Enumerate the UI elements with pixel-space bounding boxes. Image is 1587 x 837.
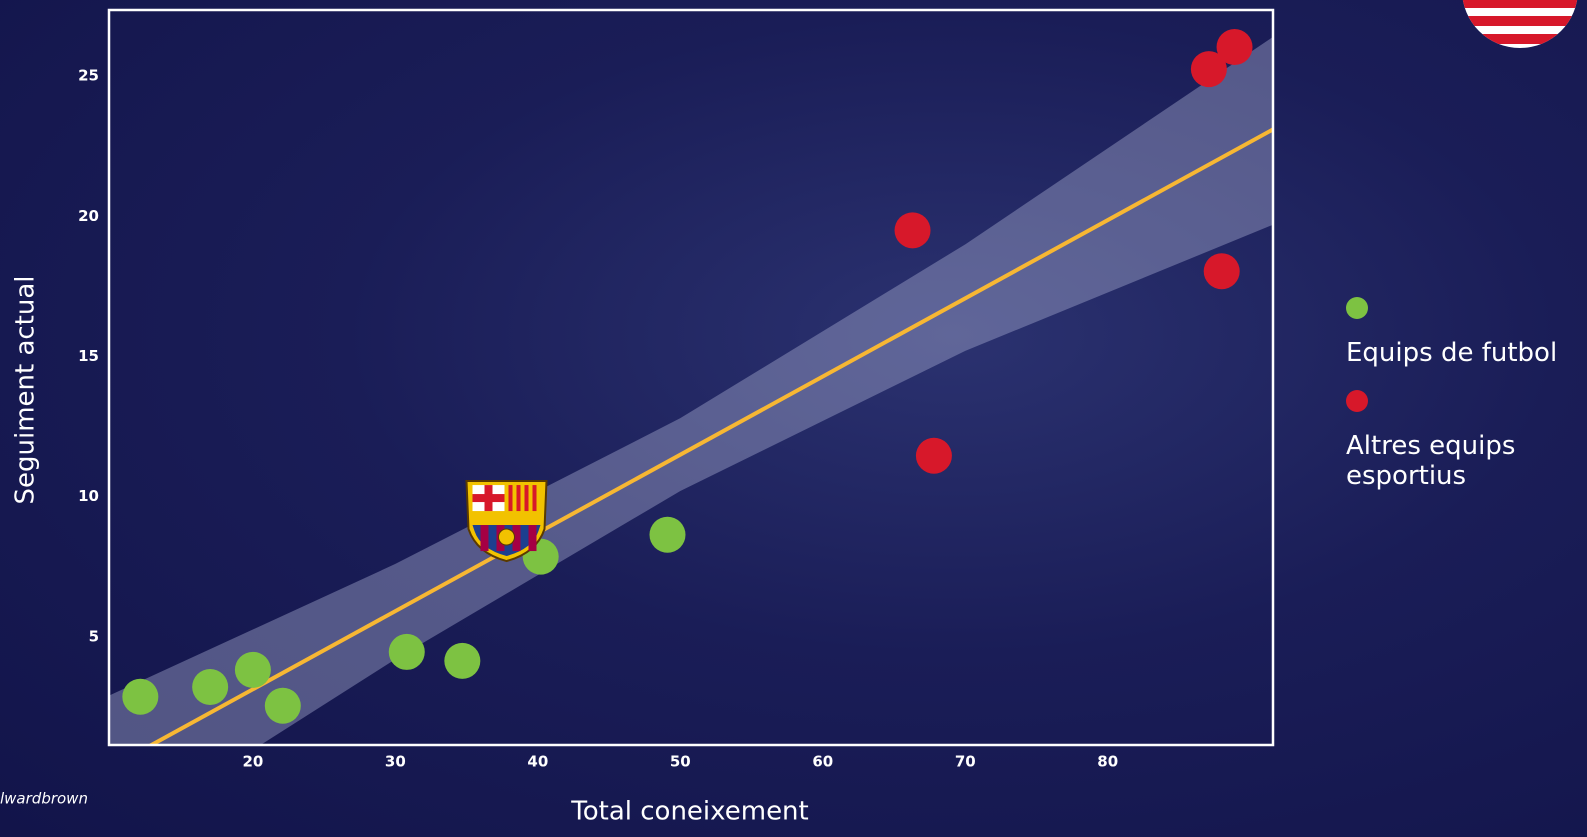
legend-label: Equips de futbol: [1346, 338, 1558, 368]
point: [649, 516, 686, 553]
plot-frame: [107, 8, 1275, 747]
point: [264, 687, 301, 724]
point: [444, 642, 481, 679]
crest-ball: [497, 528, 515, 546]
x-tick-label: 30: [385, 753, 406, 771]
crest-band: [472, 513, 541, 524]
point: [234, 651, 271, 688]
point: [915, 437, 952, 474]
point: [1190, 51, 1227, 88]
x-tick-label: 40: [527, 753, 548, 771]
x-axis-title: Total coneixement: [570, 797, 808, 827]
trend-line: [147, 127, 1273, 745]
crest-stripe: [532, 485, 537, 512]
y-tick-label: 5: [89, 627, 99, 645]
x-tick-label: 80: [1097, 753, 1118, 771]
legend-marker: [1346, 390, 1368, 412]
crest-bottom-stripe: [512, 525, 521, 552]
point: [894, 212, 931, 249]
crest-stripe: [516, 485, 521, 512]
corner-logo: [1462, 0, 1578, 48]
x-tick-label: 60: [812, 753, 833, 771]
x-tick-label: 50: [670, 753, 691, 771]
crest-bottom-stripe: [480, 525, 489, 552]
highlight-crest: [465, 480, 548, 563]
y-tick-label: 10: [78, 487, 99, 505]
point: [388, 633, 425, 670]
y-tick-label: 25: [78, 67, 99, 85]
point: [192, 668, 229, 705]
y-axis-title: Seguiment actual: [11, 275, 41, 504]
crest-cross-h: [472, 494, 505, 503]
x-tick-label: 20: [242, 753, 263, 771]
point: [1216, 29, 1253, 66]
crest-stripe: [524, 485, 529, 512]
x-tick-label: 70: [955, 753, 976, 771]
legend-marker: [1346, 297, 1368, 319]
crest-bottom-stripe: [528, 525, 537, 552]
y-tick-label: 15: [78, 347, 99, 365]
legend-label: Altres equips esportius: [1346, 431, 1516, 491]
point: [122, 678, 159, 715]
confidence-band: [109, 36, 1273, 745]
point: [1203, 253, 1240, 290]
source: lwardbrown: [0, 790, 88, 808]
y-tick-label: 20: [78, 207, 99, 225]
crest-stripe: [508, 485, 513, 512]
